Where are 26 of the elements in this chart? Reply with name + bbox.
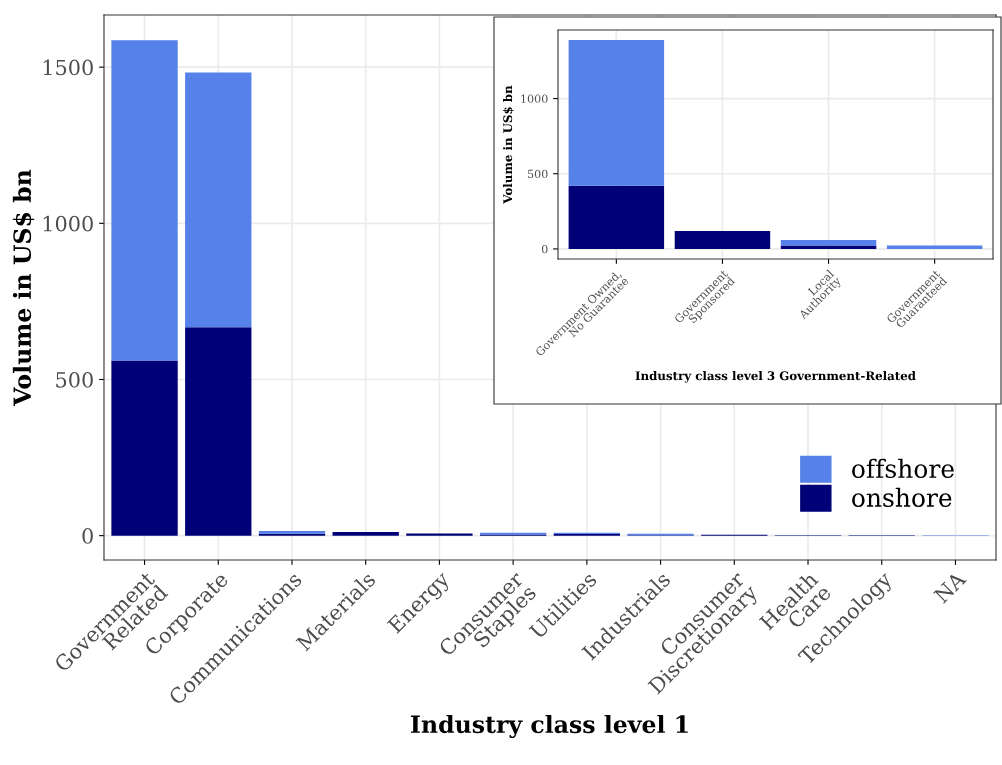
y-axis-title: Volume in US$ bn (12, 169, 35, 406)
x-tick-label: NA (933, 570, 967, 604)
y-axis-title: Volume in US$ bn (503, 85, 514, 204)
bar (185, 72, 252, 328)
y-tick-label: 500 (528, 169, 548, 179)
y-tick-label: 500 (56, 371, 93, 388)
x-axis-title: Industry class level 3 Government-Related (635, 371, 916, 383)
y-tick-label: 0 (82, 528, 93, 544)
bar (568, 185, 665, 249)
legend-label: offshore (852, 458, 954, 479)
bar (780, 239, 877, 246)
bar (332, 531, 399, 536)
x-axis-title: Industry class level 1 (410, 714, 688, 739)
y-tick-label: 1500 (43, 59, 93, 76)
bar (780, 245, 877, 249)
bar (674, 230, 771, 249)
y-tick-label: 1000 (43, 215, 93, 232)
bar (111, 40, 178, 361)
legend-label: onshore (852, 487, 952, 508)
y-tick-label: 1000 (521, 94, 548, 103)
bar (886, 245, 983, 249)
bar (111, 360, 178, 536)
bar (568, 40, 665, 186)
y-tick-label: 0 (541, 244, 548, 254)
bar (406, 533, 473, 536)
bar (185, 327, 252, 536)
